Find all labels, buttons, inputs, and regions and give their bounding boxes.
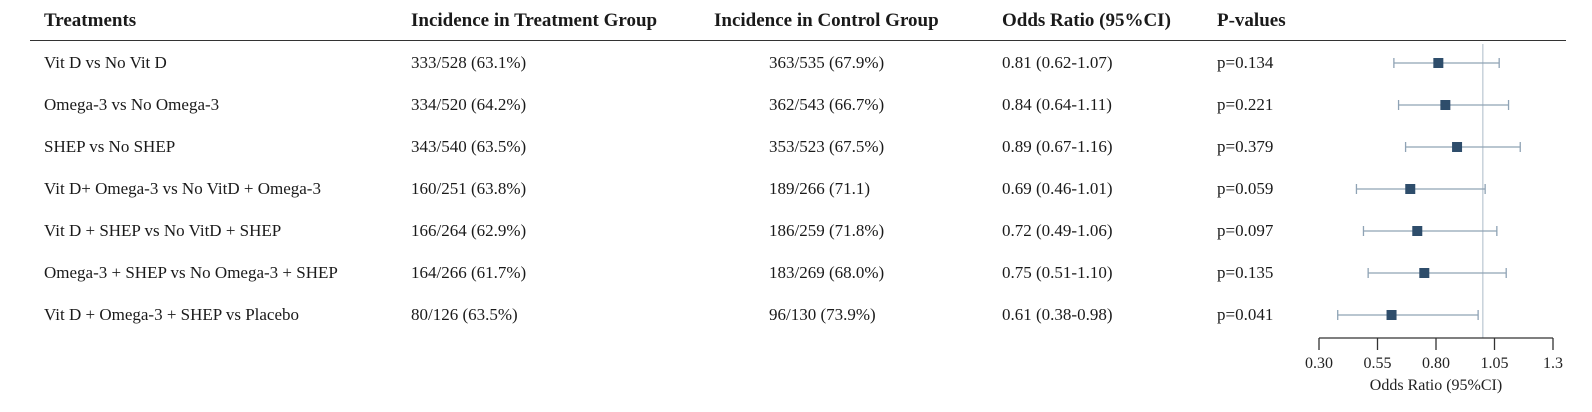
table-row: SHEP vs No SHEP 343/540 (63.5%) 353/523 …: [0, 129, 1592, 165]
x-tick-label: 0.80: [1422, 355, 1450, 372]
treatment-label: Omega-3 + SHEP vs No Omega-3 + SHEP: [44, 263, 338, 282]
or-point: [1405, 184, 1416, 194]
header-p-values: P-values: [1217, 10, 1286, 31]
control-incidence: 189/266 (71.1): [769, 179, 871, 198]
control-incidence: 362/543 (66.7%): [769, 95, 885, 114]
header-control-group: Incidence in Control Group: [714, 10, 939, 31]
treatment-incidence: 333/528 (63.1%): [411, 53, 527, 72]
control-incidence: 353/523 (67.5%): [769, 137, 885, 156]
treatment-label: SHEP vs No SHEP: [44, 137, 176, 156]
treatment-label: Omega-3 vs No Omega-3: [44, 95, 220, 114]
or-point: [1452, 142, 1463, 152]
header-rule: [30, 40, 1566, 41]
p-value: p=0.041: [1217, 305, 1274, 324]
table-row: Vit D vs No Vit D 333/528 (63.1%) 363/53…: [0, 45, 1592, 81]
or-point: [1433, 58, 1444, 68]
treatment-incidence: 334/520 (64.2%): [411, 95, 527, 114]
control-incidence: 96/130 (73.9%): [769, 305, 876, 324]
x-tick-label: 0.30: [1305, 355, 1333, 372]
odds-ratio-text: 0.72 (0.49-1.06): [1002, 221, 1113, 240]
x-axis-label: Odds Ratio (95%CI): [1370, 377, 1502, 394]
treatment-label: Vit D+ Omega-3 vs No VitD + Omega-3: [44, 179, 321, 198]
odds-ratio-text: 0.69 (0.46-1.01): [1002, 179, 1113, 198]
p-value: p=0.135: [1217, 263, 1274, 282]
odds-ratio-text: 0.84 (0.64-1.11): [1002, 95, 1112, 114]
x-tick-label: 0.55: [1364, 355, 1392, 372]
treatment-label: Vit D + Omega-3 + SHEP vs Placebo: [44, 305, 300, 324]
or-point: [1386, 310, 1397, 320]
table-row: Omega-3 + SHEP vs No Omega-3 + SHEP 164/…: [0, 255, 1592, 291]
treatment-incidence: 160/251 (63.8%): [411, 179, 527, 198]
treatment-incidence: 164/266 (61.7%): [411, 263, 527, 282]
odds-ratio-text: 0.89 (0.67-1.16): [1002, 137, 1113, 156]
x-tick-label: 1.05: [1481, 355, 1509, 372]
p-value: p=0.097: [1217, 221, 1274, 240]
or-point: [1412, 226, 1423, 236]
or-point: [1419, 268, 1430, 278]
treatment-label: Vit D vs No Vit D: [44, 53, 167, 72]
treatment-incidence: 80/126 (63.5%): [411, 305, 518, 324]
header-treatments: Treatments: [44, 10, 137, 31]
table-row: Omega-3 vs No Omega-3 334/520 (64.2%) 36…: [0, 87, 1592, 123]
odds-ratio-text: 0.75 (0.51-1.10): [1002, 263, 1113, 282]
p-value: p=0.379: [1217, 137, 1274, 156]
treatment-incidence: 343/540 (63.5%): [411, 137, 527, 156]
odds-ratio-text: 0.81 (0.62-1.07): [1002, 53, 1113, 72]
header-treatment-group: Incidence in Treatment Group: [411, 10, 658, 31]
control-incidence: 186/259 (71.8%): [769, 221, 885, 240]
p-value: p=0.059: [1217, 179, 1274, 198]
table-row: Vit D + Omega-3 + SHEP vs Placebo 80/126…: [0, 297, 1592, 333]
p-value: p=0.221: [1217, 95, 1274, 114]
treatment-incidence: 166/264 (62.9%): [411, 221, 527, 240]
treatment-label: Vit D + SHEP vs No VitD + SHEP: [44, 221, 282, 240]
or-point: [1440, 100, 1451, 110]
table-row: Vit D+ Omega-3 vs No VitD + Omega-3 160/…: [0, 171, 1592, 207]
x-tick-label: 1.3: [1543, 355, 1563, 372]
control-incidence: 183/269 (68.0%): [769, 263, 885, 282]
odds-ratio-text: 0.61 (0.38-0.98): [1002, 305, 1113, 324]
control-incidence: 363/535 (67.9%): [769, 53, 885, 72]
header-odds-ratio: Odds Ratio (95%CI): [1002, 10, 1171, 31]
p-value: p=0.134: [1217, 53, 1274, 72]
table-row: Vit D + SHEP vs No VitD + SHEP 166/264 (…: [0, 213, 1592, 249]
